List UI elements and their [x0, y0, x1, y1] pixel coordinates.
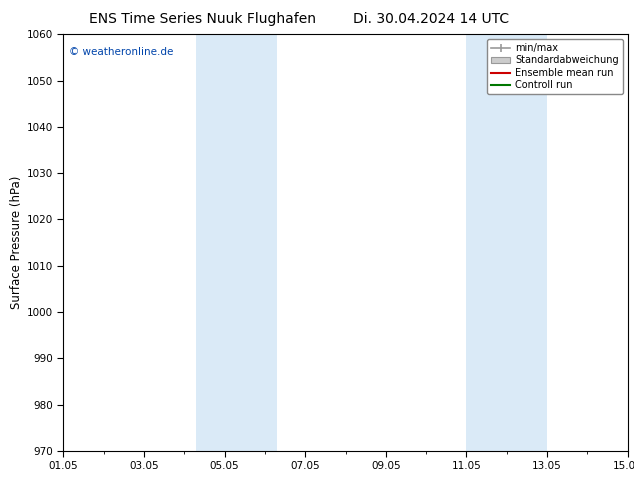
Legend: min/max, Standardabweichung, Ensemble mean run, Controll run: min/max, Standardabweichung, Ensemble me…	[487, 39, 623, 94]
Text: Di. 30.04.2024 14 UTC: Di. 30.04.2024 14 UTC	[353, 12, 509, 26]
Text: © weatheronline.de: © weatheronline.de	[69, 47, 174, 57]
Bar	[467, 34, 547, 451]
Text: ENS Time Series Nuuk Flughafen: ENS Time Series Nuuk Flughafen	[89, 12, 316, 26]
Bar	[197, 34, 277, 451]
Y-axis label: Surface Pressure (hPa): Surface Pressure (hPa)	[10, 176, 23, 309]
